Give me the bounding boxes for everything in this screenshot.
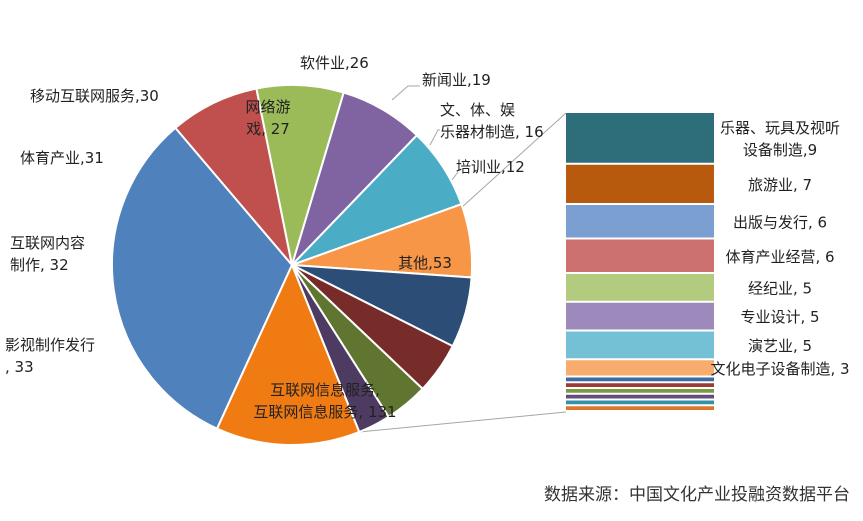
bar-label-出版与发行: 出版与发行, 6 xyxy=(733,213,827,231)
bar-segment-minor-13 xyxy=(566,406,714,410)
bar-segment-演艺业 xyxy=(566,331,714,359)
bar-label-乐器玩具及视听设备制造: 乐器、玩具及视听设备制造,9 xyxy=(720,119,840,159)
pie-label-新闻业: 新闻业,19 xyxy=(422,71,491,89)
pie-label-文体娱乐器材制造: 文、体、娱乐器材制造, 16 xyxy=(440,101,544,141)
pie-label-移动互联网服务: 移动互联网服务,30 xyxy=(30,87,159,105)
bar-segment-minor-8 xyxy=(566,377,714,382)
bar-segment-体育产业经营 xyxy=(566,239,714,272)
bar-segment-出版与发行 xyxy=(566,205,714,238)
bar-segment-经纪业 xyxy=(566,274,714,301)
bar-segment-minor-10 xyxy=(566,389,714,393)
pie-label-培训业: 培训业,12 xyxy=(456,158,525,176)
bar-label-旅游业: 旅游业, 7 xyxy=(748,176,812,194)
bar-segment-minor-9 xyxy=(566,383,714,387)
leader-line-2 xyxy=(451,171,459,181)
pie-label-互联网信息服务: 互联网信息服务,互联网信息服务, 131 xyxy=(253,381,396,421)
pie-label-体育产业: 体育产业,31 xyxy=(20,149,104,167)
bar-segment-文化电子设备制造 xyxy=(566,360,714,376)
bar-segment-minor-11 xyxy=(566,394,714,399)
pie-label-软件业: 软件业,26 xyxy=(300,54,369,72)
bar-label-文化电子设备制造: 文化电子设备制造, 3 xyxy=(710,360,849,378)
pie-label-互联网内容制作: 互联网内容制作, 32 xyxy=(10,234,85,274)
pie-slice-其他 xyxy=(215,262,361,446)
source-note: 数据来源：中国文化产业投融资数据平台 xyxy=(544,485,850,505)
pie-slice-互联网信息服务 xyxy=(111,126,294,430)
leader-line-1 xyxy=(429,129,440,146)
pie-label-其他: 其他,53 xyxy=(398,254,452,272)
bar-label-专业设计: 专业设计, 5 xyxy=(740,308,819,326)
bar-segment-minor-12 xyxy=(566,400,714,405)
bar-label-经纪业: 经纪业, 5 xyxy=(748,279,812,297)
bar-label-体育产业经营: 体育产业经营, 6 xyxy=(725,248,834,266)
pie-label-影视制作发行: 影视制作发行, 33 xyxy=(5,336,95,376)
pie-slice-影视制作发行 xyxy=(173,87,294,269)
connector-bottom xyxy=(359,411,567,433)
bar-segment-专业设计 xyxy=(566,302,714,330)
leader-line-0 xyxy=(391,85,420,101)
bar-segment-旅游业 xyxy=(566,164,714,203)
bar-segment-乐器玩具及视听设备制造 xyxy=(566,113,714,163)
pie-label-网络游戏: 网络游戏, 27 xyxy=(245,98,290,138)
bar-label-演艺业: 演艺业, 5 xyxy=(748,337,812,355)
